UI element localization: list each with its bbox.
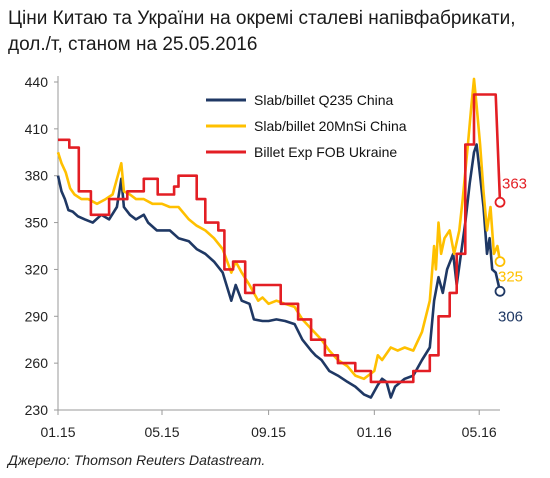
y-tick-label: 290 <box>25 308 49 324</box>
y-tick-label: 440 <box>25 74 49 90</box>
legend-label-2: Slab/billet 20MnSi China <box>254 118 407 134</box>
x-tick-label: 01.15 <box>40 424 75 440</box>
chart-source: Джерело: Thomson Reuters Datastream. <box>8 452 266 468</box>
chart-title: Ціни Китаю та України на окремі сталеві … <box>8 8 516 55</box>
chart-end-labels: 306 325 363 <box>494 175 527 325</box>
x-tick-label: 01.16 <box>357 424 392 440</box>
end-value-label-2: 325 <box>498 269 523 286</box>
y-tick-label: 320 <box>25 261 49 277</box>
end-value-label-3: 363 <box>502 175 527 192</box>
end-marker-3 <box>494 196 506 208</box>
legend-label-1: Slab/billet Q235 China <box>254 92 394 108</box>
chart-axes: 230 260 290 320 350 380 410 440 01.15 05.15 09.15 0… <box>25 74 500 440</box>
y-tick-label: 230 <box>25 402 49 418</box>
y-tick-label: 350 <box>25 215 49 231</box>
y-tick-label: 380 <box>25 168 49 184</box>
x-tick-label: 05.15 <box>144 424 179 440</box>
end-value-label-1: 306 <box>498 308 523 325</box>
chart-series <box>56 77 502 399</box>
legend-label-3: Billet Exp FOB Ukraine <box>254 144 397 160</box>
series-line-3 <box>58 93 502 384</box>
end-marker-1 <box>494 285 506 297</box>
y-tick-label: 260 <box>25 355 49 371</box>
end-marker-2 <box>494 256 506 268</box>
x-tick-label: 09.15 <box>251 424 286 440</box>
x-tick-label: 05.16 <box>462 424 497 440</box>
chart-legend: Slab/billet Q235 China Slab/billet 20MnSi… <box>206 92 407 160</box>
y-tick-label: 410 <box>25 121 49 137</box>
